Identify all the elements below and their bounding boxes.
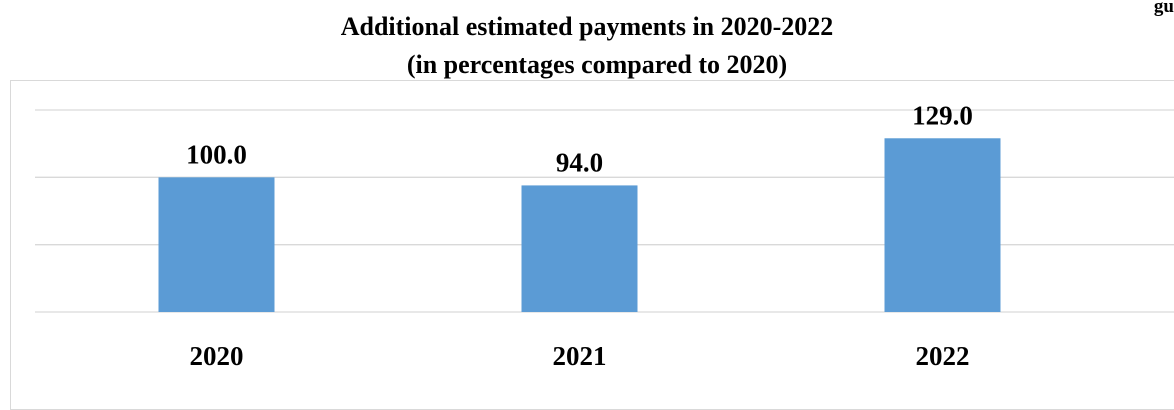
data-label-2022: 129.0	[912, 100, 973, 130]
x-tick-label-2021: 2021	[553, 341, 607, 371]
x-tick-label-2020: 2020	[190, 341, 244, 371]
bar-2020	[158, 177, 275, 312]
bar-chart: 100.0 2020 94.0 2021 129.0 2022	[35, 100, 1174, 371]
chart-subtitle: (in percentages compared to 2020)	[406, 50, 788, 79]
bar-2021	[521, 185, 638, 312]
data-label-2021: 94.0	[556, 147, 603, 177]
chart-title: Additional estimated payments in 2020-20…	[340, 12, 834, 41]
x-tick-label-2022: 2022	[916, 341, 970, 371]
data-label-2020: 100.0	[186, 139, 247, 169]
corner-label: gu	[1153, 0, 1174, 17]
bar-2022	[884, 138, 1001, 312]
